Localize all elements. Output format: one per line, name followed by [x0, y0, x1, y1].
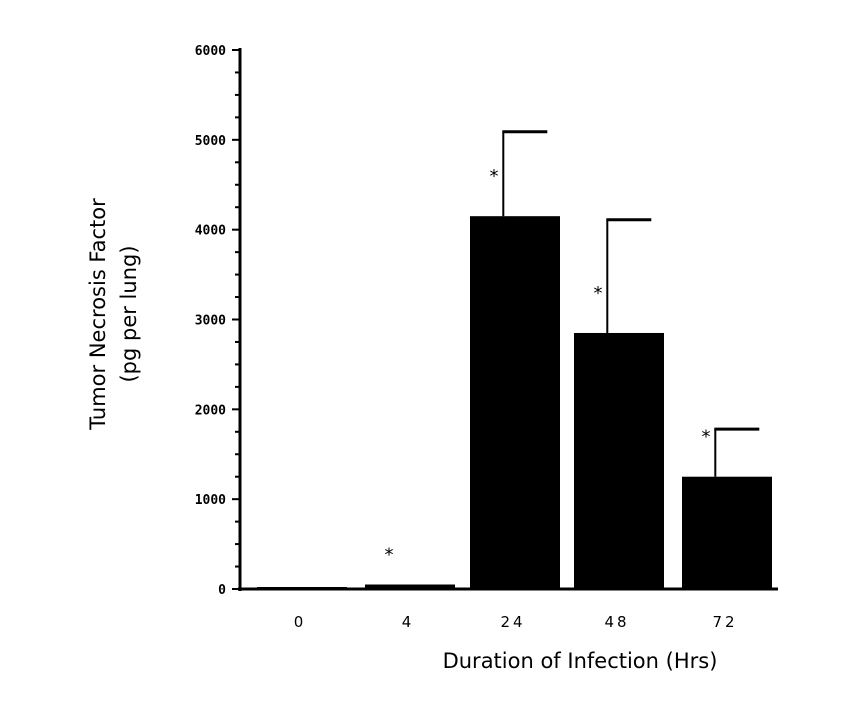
y-tick-label: 4000 — [195, 224, 226, 239]
x-axis-title: Duration of Infection (Hrs) — [443, 649, 718, 673]
significance-star: * — [702, 427, 711, 448]
bar-48h — [574, 332, 664, 589]
significance-star: * — [385, 545, 394, 566]
x-tick-label: 0 — [294, 613, 307, 631]
bar-24h — [470, 216, 560, 590]
chart-marks: * * * * — [257, 130, 772, 590]
x-tick-label: 4 — [402, 613, 415, 631]
bar-72h — [682, 476, 772, 589]
y-tick-label: 0 — [218, 583, 226, 598]
y-tick-label: 3000 — [195, 314, 226, 329]
y-axis-title-line2: (pg per lung) — [117, 245, 141, 382]
y-tick-label: 2000 — [195, 403, 226, 418]
y-tick-label: 1000 — [195, 493, 226, 508]
y-axis-title-line1: Tumor Necrosis Factor — [86, 198, 110, 431]
y-tick-label: 5000 — [195, 134, 226, 149]
y-ticks: 0 1000 2000 3000 4000 5000 6000 — [195, 44, 240, 598]
bar-4h — [365, 584, 455, 589]
significance-star: * — [490, 166, 499, 187]
x-tick-label: 72 — [712, 613, 737, 631]
y-tick-label: 6000 — [195, 44, 226, 59]
x-tick-label: 24 — [500, 613, 525, 631]
significance-star: * — [594, 283, 603, 304]
x-tick-label: 48 — [604, 613, 629, 631]
x-ticks: 0 4 24 48 72 — [294, 613, 737, 631]
